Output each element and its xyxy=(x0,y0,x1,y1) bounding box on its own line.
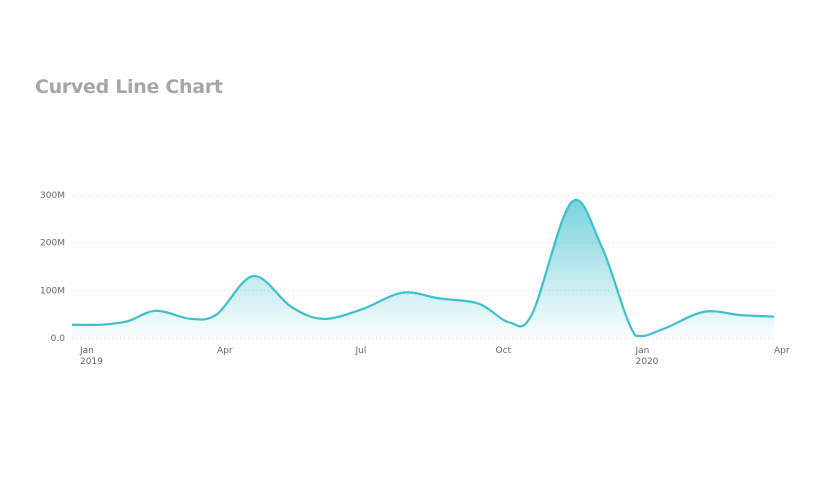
y-tick-label: 100M xyxy=(40,286,65,296)
y-tick-label: 200M xyxy=(40,239,65,249)
x-tick-label: Oct xyxy=(495,346,511,356)
area-fill xyxy=(72,200,774,338)
x-tick-label: Apr xyxy=(217,346,233,356)
y-tick-label: 300M xyxy=(40,191,65,201)
x-tick-label: Jan xyxy=(79,346,94,356)
x-tick-year-label: 2020 xyxy=(636,357,659,367)
series-line xyxy=(72,198,775,338)
y-tick-label: 0.0 xyxy=(51,334,66,344)
x-tick-year-label: 2019 xyxy=(80,357,103,367)
x-tick-label: Jan xyxy=(635,346,650,356)
y-axis: 0.0 100M 200M 300M xyxy=(40,191,65,344)
x-tick-label: Apr xyxy=(774,346,790,356)
chart-title: Curved Line Chart xyxy=(35,76,223,98)
x-tick-label: Jul xyxy=(354,346,366,356)
